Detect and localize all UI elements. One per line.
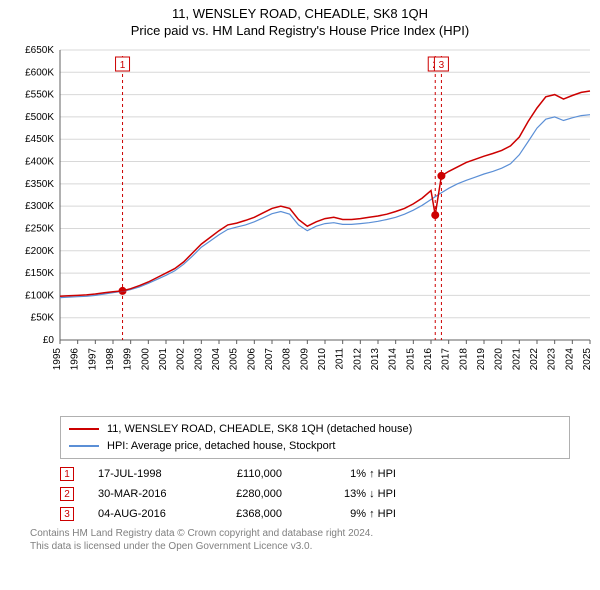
legend: 11, WENSLEY ROAD, CHEADLE, SK8 1QH (deta…	[60, 416, 570, 459]
legend-swatch	[69, 428, 99, 430]
svg-text:1998: 1998	[105, 348, 116, 371]
svg-text:2022: 2022	[529, 348, 540, 371]
svg-text:£600K: £600K	[25, 67, 54, 78]
svg-text:£0: £0	[43, 335, 55, 346]
svg-text:2006: 2006	[246, 348, 257, 371]
event-marker: 1	[60, 467, 74, 481]
event-marker: 2	[60, 487, 74, 501]
svg-text:1: 1	[120, 60, 126, 71]
event-diff: 9% ↑ HPI	[306, 508, 396, 520]
event-date: 04-AUG-2016	[98, 508, 188, 520]
figure-container: 11, WENSLEY ROAD, CHEADLE, SK8 1QH Price…	[0, 0, 600, 590]
legend-label: HPI: Average price, detached house, Stoc…	[107, 438, 336, 455]
svg-text:1999: 1999	[123, 348, 134, 371]
svg-text:2025: 2025	[582, 348, 593, 371]
svg-text:2000: 2000	[140, 348, 151, 371]
svg-text:£400K: £400K	[25, 157, 54, 168]
title-block: 11, WENSLEY ROAD, CHEADLE, SK8 1QH Price…	[0, 0, 600, 40]
svg-text:2023: 2023	[547, 348, 558, 371]
svg-text:£500K: £500K	[25, 112, 54, 123]
svg-text:£200K: £200K	[25, 246, 54, 257]
svg-text:2004: 2004	[211, 348, 222, 371]
svg-text:2018: 2018	[458, 348, 469, 371]
title-address: 11, WENSLEY ROAD, CHEADLE, SK8 1QH	[0, 6, 600, 21]
svg-text:2015: 2015	[405, 348, 416, 371]
footer-line2: This data is licensed under the Open Gov…	[30, 540, 580, 553]
svg-text:2024: 2024	[564, 348, 575, 371]
svg-text:2017: 2017	[441, 348, 452, 371]
svg-text:£650K: £650K	[25, 45, 54, 56]
event-price: £280,000	[212, 488, 282, 500]
event-row: 3 04-AUG-2016 £368,000 9% ↑ HPI	[60, 507, 570, 521]
svg-text:£450K: £450K	[25, 134, 54, 145]
svg-text:2011: 2011	[335, 348, 346, 370]
footer-line1: Contains HM Land Registry data © Crown c…	[30, 527, 580, 540]
legend-item: 11, WENSLEY ROAD, CHEADLE, SK8 1QH (deta…	[69, 421, 561, 438]
svg-text:£300K: £300K	[25, 201, 54, 212]
svg-text:£50K: £50K	[31, 313, 55, 324]
title-subtitle: Price paid vs. HM Land Registry's House …	[0, 23, 600, 38]
event-price: £110,000	[212, 468, 282, 480]
svg-text:2007: 2007	[264, 348, 275, 371]
svg-text:1995: 1995	[52, 348, 63, 371]
svg-text:£150K: £150K	[25, 268, 54, 279]
svg-text:2016: 2016	[423, 348, 434, 371]
svg-text:2005: 2005	[229, 348, 240, 371]
event-price: £368,000	[212, 508, 282, 520]
event-date: 17-JUL-1998	[98, 468, 188, 480]
svg-text:2008: 2008	[282, 348, 293, 371]
event-diff: 13% ↓ HPI	[306, 488, 396, 500]
svg-text:2020: 2020	[494, 348, 505, 371]
svg-text:2009: 2009	[299, 348, 310, 371]
svg-text:3: 3	[439, 60, 445, 71]
svg-text:£350K: £350K	[25, 179, 54, 190]
chart-area: £0 £50K £100K £150K £200K £250K £300K £350K £400…	[0, 40, 600, 410]
svg-text:1997: 1997	[87, 348, 98, 371]
legend-item: HPI: Average price, detached house, Stoc…	[69, 438, 561, 455]
svg-text:2001: 2001	[158, 348, 169, 371]
svg-text:2003: 2003	[193, 348, 204, 371]
svg-text:£100K: £100K	[25, 290, 54, 301]
svg-text:2002: 2002	[176, 348, 187, 371]
svg-text:2021: 2021	[511, 348, 522, 371]
attribution-footer: Contains HM Land Registry data © Crown c…	[30, 527, 580, 553]
event-diff: 1% ↑ HPI	[306, 468, 396, 480]
svg-text:1996: 1996	[70, 348, 81, 371]
svg-text:£550K: £550K	[25, 90, 54, 101]
event-marker: 3	[60, 507, 74, 521]
svg-text:2012: 2012	[352, 348, 363, 371]
svg-text:2014: 2014	[388, 348, 399, 371]
legend-label: 11, WENSLEY ROAD, CHEADLE, SK8 1QH (deta…	[107, 421, 412, 438]
event-row: 1 17-JUL-1998 £110,000 1% ↑ HPI	[60, 467, 570, 481]
line-chart-svg: £0 £50K £100K £150K £200K £250K £300K £350K £400…	[0, 40, 600, 410]
svg-text:2010: 2010	[317, 348, 328, 371]
svg-text:2019: 2019	[476, 348, 487, 371]
legend-swatch	[69, 445, 99, 447]
svg-text:2013: 2013	[370, 348, 381, 371]
svg-text:£250K: £250K	[25, 223, 54, 234]
event-row: 2 30-MAR-2016 £280,000 13% ↓ HPI	[60, 487, 570, 501]
event-date: 30-MAR-2016	[98, 488, 188, 500]
event-table: 1 17-JUL-1998 £110,000 1% ↑ HPI 2 30-MAR-2016…	[60, 467, 570, 521]
